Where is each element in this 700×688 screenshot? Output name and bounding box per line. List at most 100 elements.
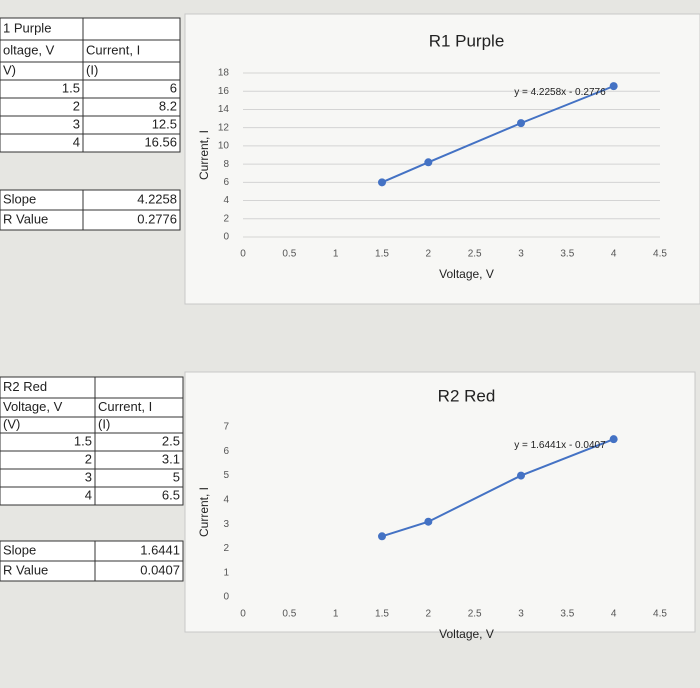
data-point [517, 471, 525, 480]
data-point [424, 158, 433, 167]
cell-text: 1.6441 [140, 542, 180, 557]
x-tick-label: 0.5 [282, 609, 296, 620]
data-point [609, 435, 618, 444]
cell-text: 12.5 [152, 116, 177, 131]
x-tick-label: 3 [518, 609, 524, 620]
x-tick-label: 3.5 [560, 249, 574, 260]
cell [0, 97, 84, 117]
y-axis-label: Current, I [197, 487, 211, 537]
y-tick-label: 12 [218, 122, 230, 133]
cell-text: 1.5 [62, 80, 80, 95]
x-axis-label: Voltage, V [439, 267, 494, 281]
cell [0, 115, 84, 135]
cell-text: R Value [3, 562, 48, 577]
cell [0, 468, 96, 488]
y-tick-label: 3 [223, 519, 229, 530]
data-point [517, 119, 525, 128]
cell [82, 209, 181, 231]
x-tick-label: 4.5 [653, 249, 667, 260]
y-tick-label: 5 [223, 470, 229, 481]
cell [0, 486, 96, 506]
x-tick-label: 4.5 [653, 609, 667, 620]
cell-text: 6 [170, 80, 177, 95]
x-tick-label: 1 [333, 609, 339, 620]
trendline-equation: y = 1.6441x - 0.0407 [514, 440, 606, 451]
x-tick-label: 2.5 [468, 609, 482, 620]
cell-text: 1.5 [74, 433, 92, 448]
y-tick-label: 4 [223, 494, 229, 505]
x-tick-label: 0 [240, 249, 246, 260]
x-tick-label: 0 [240, 609, 246, 620]
data-line [381, 85, 615, 184]
cell-text: 8.2 [159, 98, 177, 113]
trendline-equation: y = 4.2258x - 0.2776 [514, 87, 606, 98]
cell [94, 468, 184, 488]
cell-text: oltage, V [3, 42, 55, 57]
cell-text: 16.56 [144, 134, 177, 149]
cell-text: 2.5 [162, 433, 180, 448]
y-tick-label: 18 [218, 68, 230, 79]
x-tick-label: 0.5 [282, 249, 296, 260]
cell-text: Slope [3, 542, 36, 557]
cell-text: 5 [173, 469, 180, 484]
x-tick-label: 2 [426, 249, 432, 260]
chart-title: R1 Purple [429, 31, 505, 50]
cell-text: 3 [85, 469, 92, 484]
chart-area [184, 13, 700, 305]
x-tick-label: 1.5 [375, 609, 389, 620]
x-tick-label: 3 [518, 249, 524, 260]
cell-text: Current, I [98, 399, 152, 414]
cell-text: 4.2258 [137, 191, 177, 206]
y-tick-label: 2 [223, 213, 229, 224]
cell-text: 0.0407 [140, 562, 180, 577]
cell [82, 79, 181, 99]
cell [94, 560, 184, 582]
y-tick-label: 4 [223, 195, 229, 206]
cell-text: V) [3, 62, 16, 77]
cell-text: (I) [86, 62, 98, 77]
cell-text: 2 [85, 451, 92, 466]
cell [82, 133, 181, 153]
cell-text: Current, I [86, 42, 140, 57]
data-point [378, 532, 386, 541]
y-tick-label: 14 [218, 104, 230, 115]
cell-text: R Value [3, 211, 48, 226]
cell-text: (I) [98, 416, 110, 431]
cell-text: Slope [3, 191, 36, 206]
x-tick-label: 4 [611, 249, 617, 260]
cell-text: 1 Purple [3, 20, 51, 35]
data-point [609, 82, 618, 91]
data-point [424, 517, 433, 526]
y-tick-label: 7 [223, 422, 229, 433]
y-tick-label: 10 [218, 141, 230, 152]
cell [0, 450, 96, 470]
cell [94, 376, 184, 399]
cell-text: 0.2776 [137, 211, 177, 226]
x-tick-label: 1.5 [375, 249, 389, 260]
y-tick-label: 1 [223, 567, 229, 578]
cell-text: (V) [3, 416, 20, 431]
cell [94, 486, 184, 506]
x-tick-label: 3.5 [560, 609, 574, 620]
y-tick-label: 8 [223, 159, 229, 170]
data-point [378, 178, 386, 187]
x-axis-label: Voltage, V [439, 627, 494, 641]
cell-text: Voltage, V [3, 399, 63, 414]
y-tick-label: 6 [223, 446, 229, 457]
cell-text: 2 [73, 98, 80, 113]
chart-area [184, 371, 696, 633]
y-tick-label: 16 [218, 86, 230, 97]
y-tick-label: 0 [223, 232, 229, 243]
x-tick-label: 2 [426, 609, 432, 620]
cell-text: 3.1 [162, 451, 180, 466]
chart-title: R2 Red [438, 386, 496, 405]
cell [82, 17, 181, 41]
y-tick-label: 0 [223, 592, 229, 603]
cell-text: 4 [73, 134, 80, 149]
y-tick-label: 6 [223, 177, 229, 188]
cell-text: 3 [73, 116, 80, 131]
cell-text: 4 [85, 487, 92, 502]
x-tick-label: 1 [333, 249, 339, 260]
